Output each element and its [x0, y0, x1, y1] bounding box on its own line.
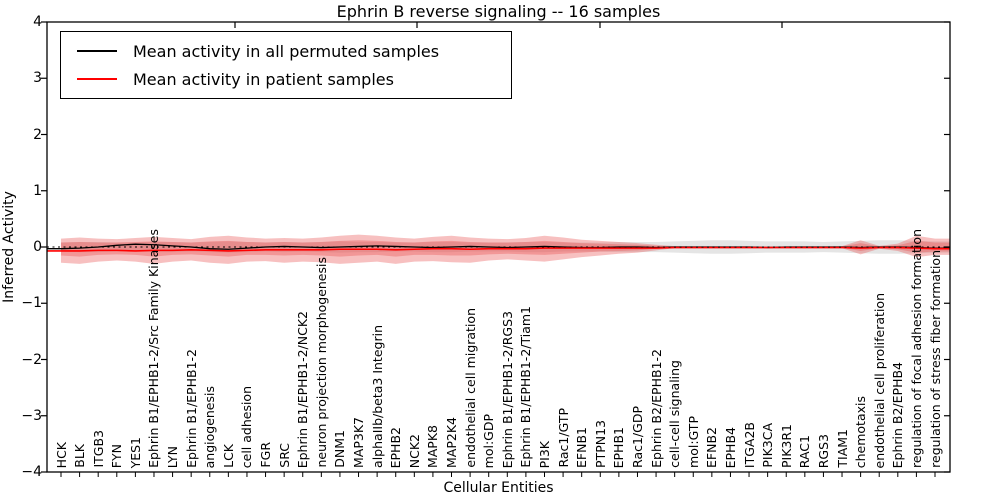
- x-axis-label: Cellular Entities: [443, 480, 554, 496]
- x-tick-label: NCK2: [406, 433, 422, 468]
- x-tick-label: chemotaxis: [853, 395, 869, 468]
- legend-label: Mean activity in patient samples: [133, 69, 394, 89]
- x-tick-label: alphaIIb/beta3 Integrin: [369, 325, 385, 468]
- x-tick-label: Ephrin B1/EPHB1-2/Src Family Kinases: [146, 229, 162, 468]
- x-tick-label: endothelial cell proliferation: [871, 292, 887, 468]
- y-tick-label: −3: [21, 407, 42, 424]
- series-line-1: [47, 246, 950, 252]
- x-tick-label: Ephrin B2/EPHB4: [890, 361, 906, 468]
- x-tick-label: MAP3K7: [351, 417, 367, 468]
- x-tick-label: Rac1/GTP: [555, 408, 571, 468]
- x-tick-label: SRC: [276, 443, 292, 468]
- y-tick-label: −1: [21, 295, 42, 312]
- y-tick-label: 3: [33, 70, 42, 87]
- x-tick-label: neuron projection morphogenesis: [313, 257, 329, 468]
- x-tick-label: EPHB4: [722, 426, 738, 468]
- x-tick-label: MAPK8: [425, 424, 441, 468]
- x-tick-label: ITGB3: [90, 430, 106, 468]
- y-tick-label: −4: [21, 464, 42, 480]
- x-tick-label: Ephrin B2/EPHB1-2: [648, 349, 664, 468]
- x-tick-label: BLK: [72, 444, 88, 468]
- x-tick-label: LCK: [220, 444, 236, 468]
- x-tick-label: angiogenesis: [202, 385, 218, 468]
- x-tick-label: endothelial cell migration: [462, 308, 478, 468]
- x-tick-label: YES1: [127, 436, 143, 468]
- x-tick-label: cell adhesion: [239, 385, 255, 468]
- x-tick-label: FYN: [109, 443, 125, 468]
- x-tick-label: PIK3R1: [778, 423, 794, 468]
- x-tick-label: cell-cell signaling: [667, 360, 683, 468]
- x-tick-label: PI3K: [536, 440, 552, 468]
- y-tick-label: 4: [33, 14, 42, 30]
- x-tick-label: mol:GDP: [481, 413, 497, 468]
- legend-item-permuted: Mean activity in all permuted samples: [71, 37, 501, 65]
- x-tick-label: ITGA2B: [741, 421, 757, 468]
- x-tick-label: EFNB1: [574, 427, 590, 468]
- x-tick-label: EFNB2: [704, 427, 720, 468]
- x-tick-label: TIAM1: [834, 429, 850, 468]
- x-tick-label: RAC1: [797, 434, 813, 468]
- x-tick-label: DNM1: [332, 430, 348, 468]
- legend: Mean activity in all permuted samples Me…: [60, 31, 512, 99]
- x-tick-label: Ephrin B1/EPHB1-2/RGS3: [499, 310, 515, 468]
- x-tick-label: regulation of stress fiber formation: [927, 250, 943, 468]
- legend-label: Mean activity in all permuted samples: [133, 41, 440, 61]
- x-tick-label: LYN: [165, 445, 181, 468]
- x-tick-label: PIK3CA: [760, 423, 776, 468]
- x-tick-label: PTPN13: [592, 420, 608, 468]
- x-tick-label: FGR: [258, 442, 274, 468]
- x-tick-label: regulation of focal adhesion formation: [908, 229, 924, 468]
- y-tick-label: 1: [33, 182, 42, 199]
- x-tick-label: EPHB1: [611, 426, 627, 468]
- x-tick-label: Ephrin B1/EPHB1-2/NCK2: [295, 310, 311, 468]
- y-tick-label: −2: [21, 351, 42, 368]
- chart-title: Ephrin B reverse signaling -- 16 samples: [336, 2, 661, 21]
- x-tick-label: Rac1/GDP: [629, 406, 645, 468]
- x-tick-label: RGS3: [815, 433, 831, 468]
- x-tick-label: EPHB2: [388, 426, 404, 468]
- y-tick-label: 0: [33, 239, 42, 255]
- y-tick-label: 2: [33, 126, 42, 143]
- x-tick-label: mol:GTP: [685, 416, 701, 468]
- x-tick-label: Ephrin B1/EPHB1-2: [183, 349, 199, 468]
- legend-item-patient: Mean activity in patient samples: [71, 65, 501, 93]
- legend-line-black: [77, 50, 117, 52]
- legend-line-red: [77, 78, 117, 80]
- x-tick-label: MAP2K4: [444, 417, 459, 468]
- x-tick-label: HCK: [53, 441, 69, 468]
- x-tick-label: Ephrin B1/EPHB1-2/Tiam1: [518, 306, 534, 468]
